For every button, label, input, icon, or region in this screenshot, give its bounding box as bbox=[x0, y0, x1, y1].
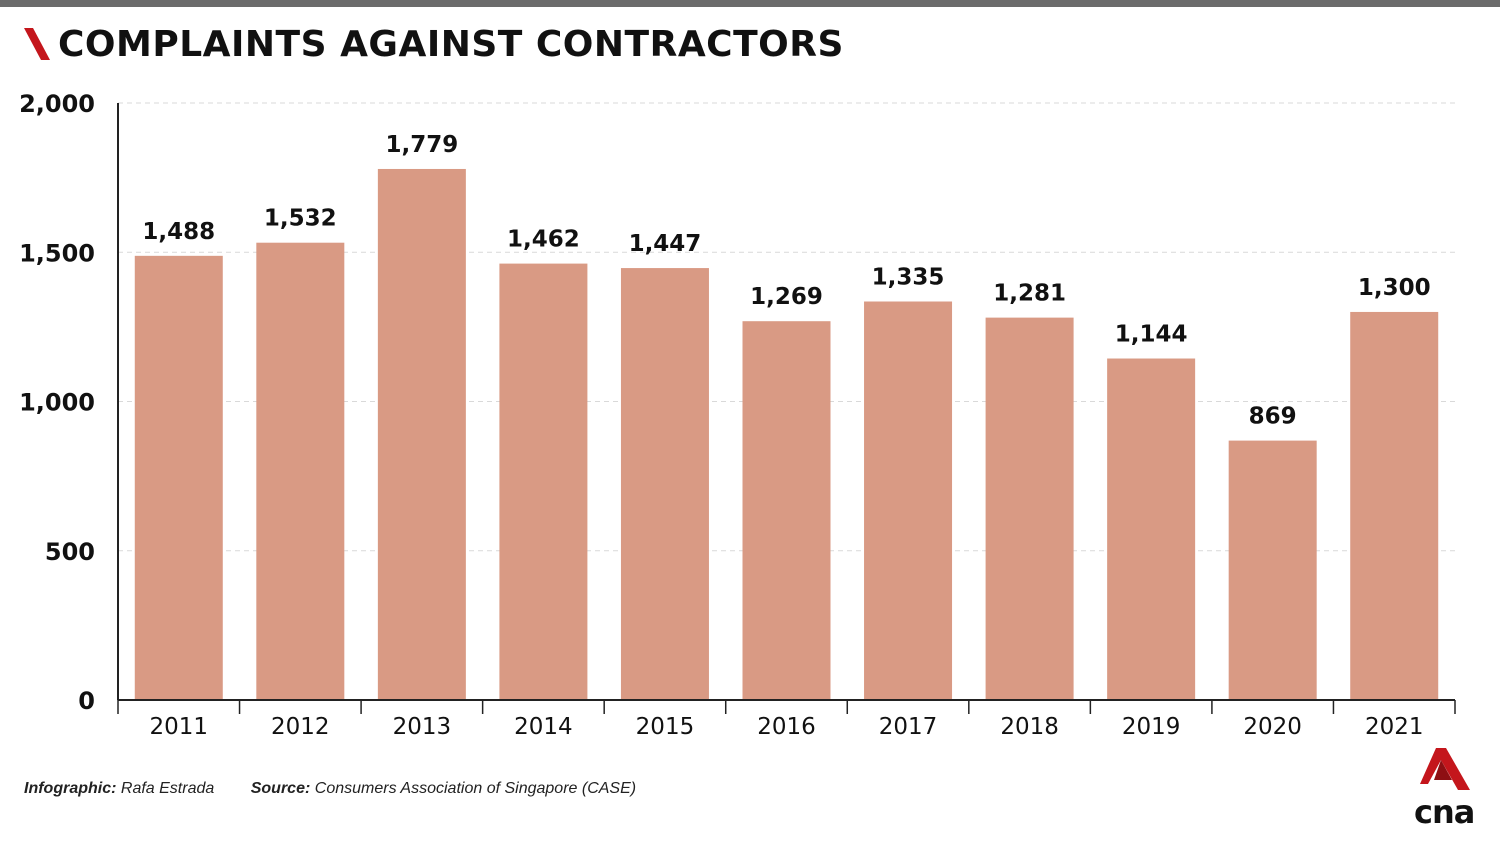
x-tick-label: 2014 bbox=[514, 714, 573, 740]
bar bbox=[742, 321, 831, 700]
credit-name: Rafa Estrada bbox=[120, 780, 215, 797]
x-tick-label: 2015 bbox=[636, 714, 695, 740]
source-name: Consumers Association of Singapore (CASE… bbox=[314, 780, 637, 797]
y-tick-label: 0 bbox=[78, 687, 95, 715]
y-tick-label: 500 bbox=[45, 538, 95, 566]
title-block: COMPLAINTS AGAINST CONTRACTORS bbox=[24, 22, 844, 66]
bar-value-label: 1,335 bbox=[872, 265, 945, 291]
credit-label: Infographic: bbox=[24, 780, 117, 797]
bar bbox=[985, 317, 1074, 700]
bar-chart: 0 500 1,000 1,500 2,000 1,488 2011 1,532 2012 1,7… bbox=[19, 90, 1456, 740]
bar bbox=[620, 268, 709, 700]
bar-value-label: 1,269 bbox=[750, 284, 823, 310]
bar bbox=[134, 255, 223, 700]
bar bbox=[256, 242, 345, 700]
y-tick-label: 2,000 bbox=[19, 90, 95, 118]
footer-credits: Infographic: Rafa Estrada Source: Consum… bbox=[24, 780, 636, 798]
logo-text: cna bbox=[1414, 793, 1475, 831]
x-tick-label: 2012 bbox=[271, 714, 330, 740]
bar-value-label: 1,779 bbox=[385, 132, 458, 158]
brand-slash-icon bbox=[24, 28, 50, 60]
bar bbox=[377, 168, 466, 700]
bar bbox=[499, 263, 588, 700]
bar-value-label: 1,281 bbox=[993, 281, 1066, 307]
cna-logo-icon bbox=[1420, 748, 1470, 790]
bar bbox=[1350, 311, 1439, 700]
x-tick-label: 2019 bbox=[1122, 714, 1181, 740]
bar bbox=[1228, 440, 1317, 700]
x-tick-label: 2016 bbox=[757, 714, 816, 740]
x-tick-label: 2011 bbox=[149, 714, 208, 740]
source-label: Source: bbox=[250, 780, 311, 797]
bar-value-label: 1,532 bbox=[264, 206, 337, 232]
x-tick-label: 2013 bbox=[393, 714, 452, 740]
bar bbox=[864, 301, 953, 700]
y-tick-label: 1,500 bbox=[19, 239, 95, 267]
bar-value-label: 1,447 bbox=[629, 231, 702, 257]
bar-value-label: 1,462 bbox=[507, 227, 580, 253]
bar-value-label: 1,300 bbox=[1358, 275, 1431, 301]
x-tick-label: 2020 bbox=[1243, 714, 1302, 740]
y-tick-label: 1,000 bbox=[19, 389, 95, 417]
bar-value-label: 1,488 bbox=[142, 219, 215, 245]
bar-value-label: 869 bbox=[1249, 404, 1297, 430]
bar bbox=[1107, 358, 1196, 700]
x-tick-label: 2017 bbox=[879, 714, 938, 740]
top-bar bbox=[0, 0, 1500, 7]
x-tick-label: 2021 bbox=[1365, 714, 1424, 740]
x-tick-label: 2018 bbox=[1000, 714, 1059, 740]
bar-value-label: 1,144 bbox=[1115, 322, 1188, 348]
chart-title: COMPLAINTS AGAINST CONTRACTORS bbox=[58, 23, 844, 65]
